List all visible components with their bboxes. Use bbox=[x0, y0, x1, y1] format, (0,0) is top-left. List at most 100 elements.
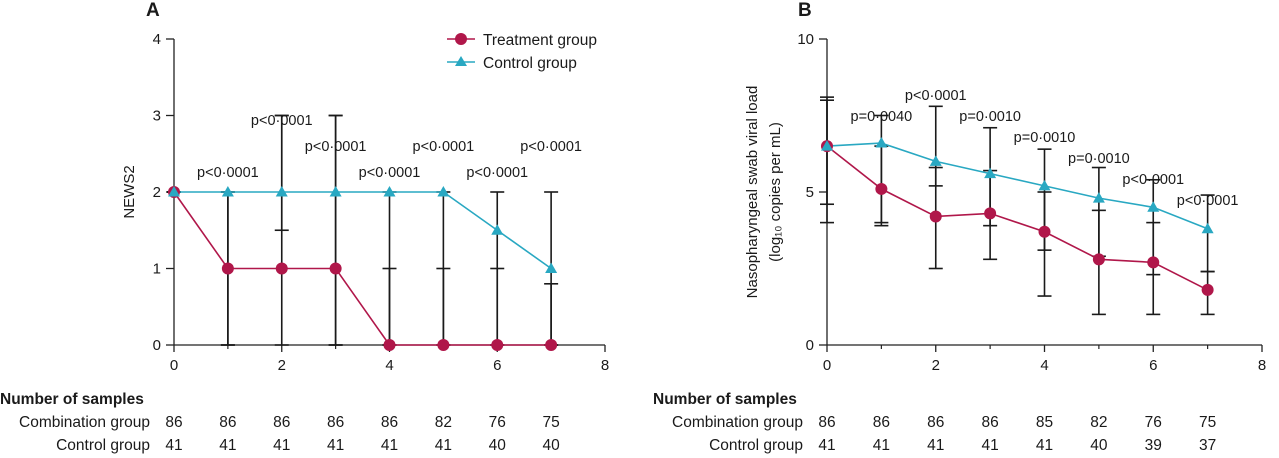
sample-count: 37 bbox=[1199, 437, 1216, 454]
control-data-point bbox=[329, 186, 342, 197]
legend-control-label: Control group bbox=[483, 55, 577, 72]
sample-count: 39 bbox=[1145, 437, 1162, 454]
panel-a-label: A bbox=[146, 0, 160, 21]
control-data-point bbox=[383, 186, 396, 197]
panel-b-y-axis-unit: (log₁₀ copies per mL) bbox=[767, 122, 784, 262]
samples-row-label: Combination group bbox=[672, 414, 803, 431]
sample-count: 82 bbox=[435, 414, 452, 431]
panel-b-axes: 0 2 4 6 8 0 5 10 bbox=[797, 31, 1266, 374]
control-data-point bbox=[437, 186, 450, 197]
p-value-annotation: p=0·0010 bbox=[959, 109, 1021, 125]
panel-b-data: p=0·0040 p<0·0001 p=0·0010 p=0·0010 p=0·0010… bbox=[820, 88, 1239, 316]
sample-count: 41 bbox=[273, 437, 290, 454]
x-tick-label: 6 bbox=[493, 357, 501, 374]
y-tick-label: 5 bbox=[806, 184, 814, 201]
p-value-annotation: p<0·0001 bbox=[1177, 193, 1239, 209]
sample-count: 86 bbox=[273, 414, 290, 431]
y-tick-label: 4 bbox=[153, 31, 161, 48]
treatment-data-point bbox=[545, 339, 558, 351]
sample-count: 76 bbox=[1145, 414, 1162, 431]
sample-count: 86 bbox=[873, 414, 890, 431]
y-tick-label: 10 bbox=[797, 31, 814, 48]
sample-count: 75 bbox=[543, 414, 560, 431]
p-value-annotation: p=0·0010 bbox=[1068, 151, 1130, 167]
samples-title: Number of samples bbox=[0, 391, 144, 408]
sample-count: 76 bbox=[489, 414, 506, 431]
sample-count: 86 bbox=[381, 414, 398, 431]
control-data-point bbox=[221, 186, 234, 197]
p-value-annotation: p<0·0001 bbox=[197, 165, 259, 181]
panel-b-y-axis-label: Nasopharyngeal swab viral load bbox=[744, 86, 761, 299]
p-value-annotation: p<0·0001 bbox=[905, 88, 967, 104]
sample-count: 41 bbox=[381, 437, 398, 454]
panel-b-label: B bbox=[798, 0, 812, 21]
sample-count: 75 bbox=[1199, 414, 1216, 431]
control-series-line bbox=[826, 142, 1208, 230]
panel-a-y-axis-label: NEWS2 bbox=[121, 165, 138, 218]
y-tick-label: 0 bbox=[153, 337, 161, 354]
panel-a: A NEWS2 0 2 4 6 8 0 1 2 3 4 Treatment group Contr… bbox=[0, 0, 609, 454]
p-value-annotation: p=0·0010 bbox=[1014, 130, 1076, 146]
sample-count: 41 bbox=[927, 437, 944, 454]
control-series-line bbox=[174, 191, 552, 270]
treatment-data-point bbox=[929, 210, 942, 223]
treatment-data-point bbox=[984, 207, 997, 220]
sample-count: 86 bbox=[818, 414, 835, 431]
sample-count: 86 bbox=[982, 414, 999, 431]
p-value-annotation: p<0·0001 bbox=[520, 139, 582, 155]
treatment-data-point bbox=[1147, 256, 1160, 269]
x-tick-label: 8 bbox=[1258, 357, 1266, 374]
p-value-annotation: p<0·0001 bbox=[251, 113, 313, 129]
sample-count: 86 bbox=[165, 414, 182, 431]
control-data-point bbox=[984, 167, 997, 179]
sample-count: 40 bbox=[489, 437, 507, 454]
control-data-point bbox=[168, 186, 180, 197]
x-tick-label: 4 bbox=[385, 357, 393, 374]
y-tick-label: 3 bbox=[153, 108, 161, 125]
control-data-point bbox=[491, 224, 504, 235]
control-data-point bbox=[1147, 201, 1160, 212]
samples-row-label: Control group bbox=[56, 437, 150, 454]
treatment-data-point bbox=[875, 182, 888, 195]
sample-count: 41 bbox=[818, 437, 835, 454]
control-data-point bbox=[875, 137, 888, 148]
samples-title: Number of samples bbox=[653, 391, 797, 408]
legend-treatment-label: Treatment group bbox=[483, 32, 597, 49]
x-tick-label: 8 bbox=[601, 357, 609, 374]
p-value-annotation: p<0·0001 bbox=[1122, 172, 1184, 188]
treatment-data-point bbox=[275, 262, 288, 275]
treatment-data-point bbox=[1092, 253, 1105, 266]
treatment-series-line bbox=[826, 145, 1208, 291]
treatment-data-point bbox=[491, 339, 504, 351]
panel-a-samples-table: Number of samples Combination group Cont… bbox=[0, 391, 560, 454]
sample-count: 86 bbox=[219, 414, 236, 431]
sample-count: 85 bbox=[1036, 414, 1053, 431]
sample-count: 41 bbox=[219, 437, 236, 454]
control-data-point bbox=[545, 262, 558, 273]
treatment-series-line bbox=[173, 191, 552, 346]
sample-count: 86 bbox=[327, 414, 344, 431]
x-tick-label: 0 bbox=[823, 357, 831, 374]
p-value-annotation: p<0·0001 bbox=[359, 165, 421, 181]
x-tick-label: 0 bbox=[170, 357, 178, 374]
x-tick-label: 4 bbox=[1040, 357, 1048, 374]
p-value-annotation: p<0·0001 bbox=[413, 139, 475, 155]
samples-row-label: Control group bbox=[709, 437, 803, 454]
y-tick-label: 0 bbox=[806, 337, 814, 354]
sample-count: 86 bbox=[927, 414, 944, 431]
sample-count: 82 bbox=[1090, 414, 1107, 431]
panel-a-axes: 0 2 4 6 8 0 1 2 3 4 bbox=[153, 31, 610, 374]
y-tick-label: 2 bbox=[153, 184, 161, 201]
control-data-point bbox=[1038, 179, 1051, 191]
x-tick-label: 2 bbox=[932, 357, 940, 374]
sample-count: 40 bbox=[543, 437, 561, 454]
sample-count: 40 bbox=[1090, 437, 1108, 454]
treatment-data-point bbox=[437, 339, 450, 351]
control-data-point bbox=[1201, 222, 1214, 234]
y-tick-label: 1 bbox=[153, 261, 161, 278]
x-tick-label: 6 bbox=[1149, 357, 1157, 374]
p-value-annotation: p<0·0001 bbox=[305, 139, 367, 155]
sample-count: 41 bbox=[982, 437, 999, 454]
sample-count: 41 bbox=[327, 437, 344, 454]
